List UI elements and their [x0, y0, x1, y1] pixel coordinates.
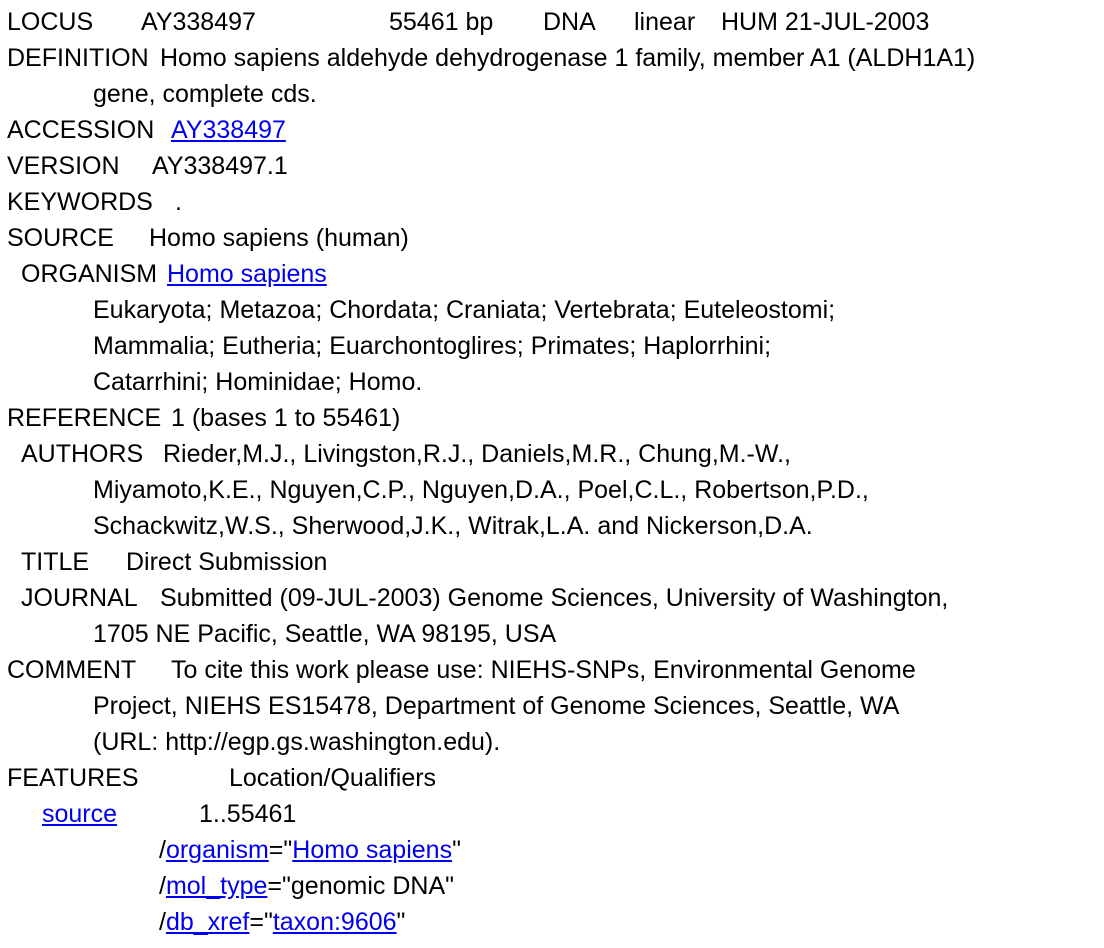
qualifier-organism-name-link[interactable]: organism	[165, 836, 269, 864]
accession-link-wrap: AY338497	[171, 112, 286, 148]
locus-division-date: HUM 21-JUL-2003	[721, 8, 930, 36]
reference-label: REFERENCE	[7, 404, 162, 432]
qualifier-mol-type: /mol_type="genomic DNA"	[159, 872, 454, 900]
journal-label: JOURNAL	[21, 584, 138, 612]
organism-label: ORGANISM	[21, 260, 158, 288]
features-header: Location/Qualifiers	[229, 764, 437, 792]
journal-text: Submitted (09-JUL-2003) Genome Sciences,…	[160, 584, 949, 612]
title-value: Direct Submission	[126, 548, 328, 576]
accession-link[interactable]: AY338497	[171, 116, 286, 144]
definition-text: Homo sapiens aldehyde dehydrogenase 1 fa…	[160, 44, 976, 72]
qualifier-db-xref: /db_xref="taxon:9606"	[159, 908, 406, 936]
authors-text: Rieder,M.J., Livingston,R.J., Daniels,M.…	[163, 440, 791, 468]
source-value: Homo sapiens (human)	[149, 224, 409, 252]
comment-text: (URL: http://egp.gs.washington.edu).	[93, 728, 501, 756]
feature-location: 1..55461	[199, 800, 297, 828]
authors-text: Miyamoto,K.E., Nguyen,C.P., Nguyen,D.A.,…	[93, 476, 869, 504]
reference-value: 1 (bases 1 to 55461)	[171, 404, 401, 432]
locus-mol-type: DNA	[543, 8, 596, 36]
lineage-text: Eukaryota; Metazoa; Chordata; Craniata; …	[93, 296, 836, 324]
qualifier-db-xref-value-link[interactable]: taxon:9606	[272, 908, 397, 936]
lineage-text: Mammalia; Eutheria; Euarchontoglires; Pr…	[93, 332, 772, 360]
accession-label: ACCESSION	[7, 116, 155, 144]
feature-key-wrap: source	[42, 796, 117, 832]
definition-text: gene, complete cds.	[93, 80, 317, 108]
lineage-text: Catarrhini; Hominidae; Homo.	[93, 368, 423, 396]
locus-label: LOCUS	[7, 8, 94, 36]
authors-text: Schackwitz,W.S., Sherwood,J.K., Witrak,L…	[93, 512, 813, 540]
locus-topology: linear	[634, 8, 696, 36]
comment-text: Project, NIEHS ES15478, Department of Ge…	[93, 692, 900, 720]
keywords-label: KEYWORDS	[7, 188, 153, 216]
definition-label: DEFINITION	[7, 44, 149, 72]
organism-link[interactable]: Homo sapiens	[167, 260, 327, 288]
source-label: SOURCE	[7, 224, 114, 252]
keywords-value: .	[175, 188, 182, 216]
locus-name: AY338497	[141, 8, 256, 36]
version-label: VERSION	[7, 152, 120, 180]
version-value: AY338497.1	[152, 152, 288, 180]
qualifier-mol-type-name-link[interactable]: mol_type	[165, 872, 268, 900]
qualifier-organism-value-link[interactable]: Homo sapiens	[292, 836, 453, 864]
qualifier-organism: /organism="Homo sapiens"	[159, 836, 461, 864]
authors-label: AUTHORS	[21, 440, 144, 468]
feature-key-source-link[interactable]: source	[42, 800, 118, 828]
organism-link-wrap: Homo sapiens	[167, 256, 327, 292]
features-label: FEATURES	[7, 764, 139, 792]
comment-text: To cite this work please use: NIEHS-SNPs…	[171, 656, 916, 684]
title-label: TITLE	[21, 548, 90, 576]
genbank-record: LOCUS AY338497 55461 bp DNA linear HUM 2…	[7, 4, 1097, 944]
journal-text: 1705 NE Pacific, Seattle, WA 98195, USA	[93, 620, 557, 648]
qualifier-db-xref-name-link[interactable]: db_xref	[165, 908, 250, 936]
comment-label: COMMENT	[7, 656, 137, 684]
locus-length: 55461 bp	[389, 8, 494, 36]
qualifier-mol-type-value: genomic DNA	[290, 872, 446, 900]
